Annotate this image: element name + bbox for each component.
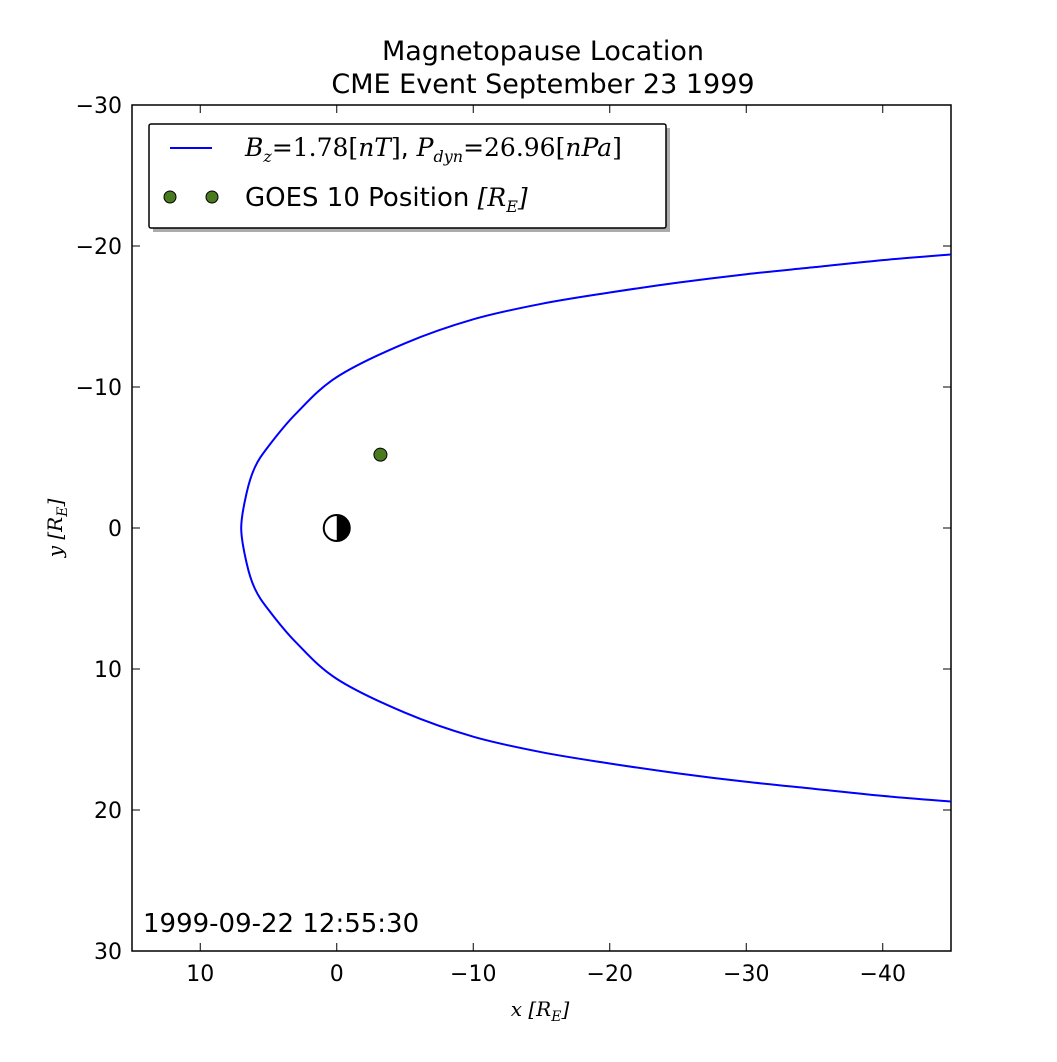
x-tick-label: −10 bbox=[450, 962, 496, 987]
earth-night-side bbox=[336, 515, 350, 541]
y-tick-label: 20 bbox=[94, 799, 122, 824]
chart-title-line1: Magnetopause Location bbox=[382, 36, 704, 67]
goes10-position-point bbox=[373, 447, 388, 462]
data-layer bbox=[240, 253, 951, 803]
x-tick-label: −20 bbox=[587, 962, 633, 987]
chart-title-line2: CME Event September 23 1999 bbox=[331, 69, 754, 100]
y-tick-label: 0 bbox=[108, 517, 122, 542]
x-tick-label: −30 bbox=[723, 962, 769, 987]
y-tick-label: −10 bbox=[76, 376, 122, 401]
legend-box bbox=[148, 123, 667, 229]
legend-marker-1 bbox=[163, 190, 177, 204]
legend: Bz=1.78[nT], Pdyn=26.96[nPa] GOES 10 Pos… bbox=[148, 123, 670, 232]
legend-marker-2 bbox=[205, 190, 219, 204]
x-tick-label: −40 bbox=[860, 962, 906, 987]
x-axis-label: x [RE] bbox=[511, 997, 570, 1025]
legend-label-goes: GOES 10 Position [RE] bbox=[245, 183, 528, 216]
y-axis-label: y [RE] bbox=[43, 499, 71, 559]
x-tick-label: 0 bbox=[330, 962, 344, 987]
magnetopause-boundary-line bbox=[240, 253, 951, 803]
x-tick-label: 10 bbox=[186, 962, 214, 987]
y-tick-label: −20 bbox=[76, 235, 122, 260]
timestamp-annotation: 1999-09-22 12:55:30 bbox=[143, 909, 419, 939]
axis-ticks: 10 0 −10 −20 −30 −40 −30 −20 −10 0 10 20 30 bbox=[76, 94, 951, 987]
y-tick-label: 10 bbox=[94, 658, 122, 683]
y-tick-label: 30 bbox=[94, 940, 122, 965]
y-tick-label: −30 bbox=[76, 94, 122, 119]
legend-label-boundary: Bz=1.78[nT], Pdyn=26.96[nPa] bbox=[244, 133, 622, 166]
